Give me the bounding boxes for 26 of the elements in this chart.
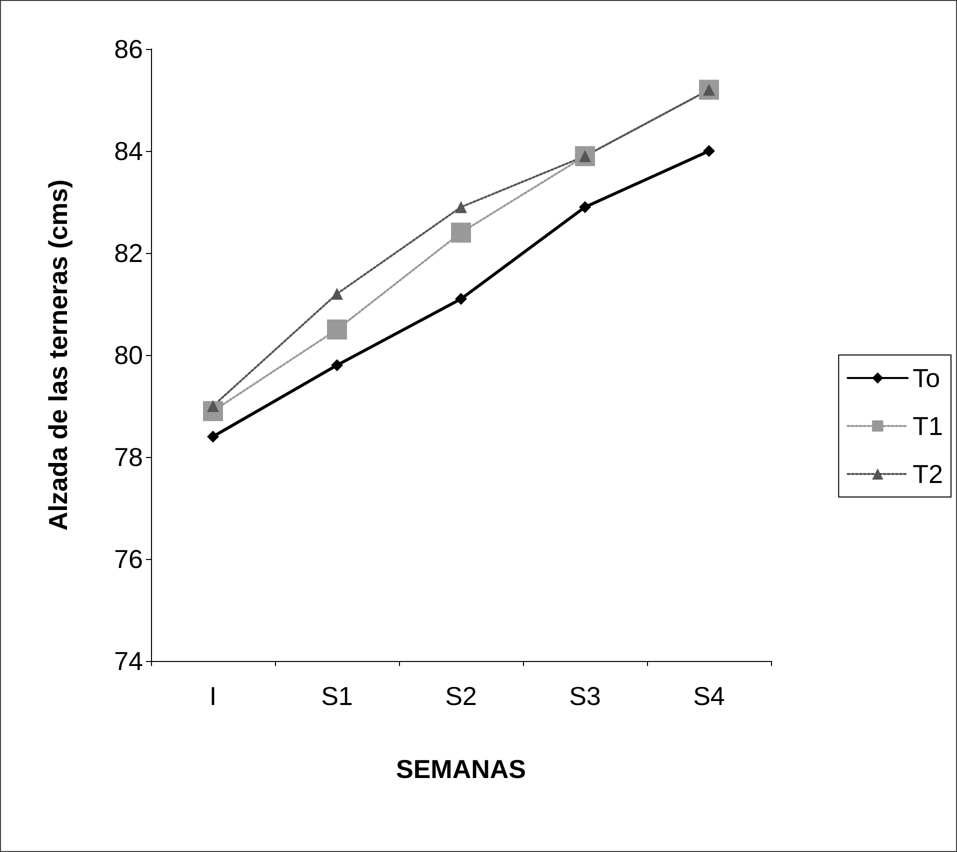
y-tick-label: 80 (114, 340, 143, 370)
point (331, 359, 343, 372)
point (331, 288, 343, 300)
legend-label: To (912, 363, 940, 393)
point (455, 201, 467, 214)
legend-label: T1 (912, 411, 943, 441)
x-tick-label: S4 (693, 681, 725, 711)
y-tick-label: 74 (114, 646, 143, 676)
point (455, 292, 467, 305)
x-axis-title: SEMANAS (396, 754, 526, 784)
point (579, 201, 591, 214)
point (207, 430, 219, 443)
point (327, 320, 347, 340)
x-tick-label: S3 (569, 681, 601, 711)
point (451, 222, 471, 243)
y-tick-label: 84 (114, 136, 143, 166)
x-tick-label: S1 (321, 681, 353, 711)
y-tick-label: 86 (114, 34, 143, 64)
y-tick-label: 76 (114, 544, 143, 574)
legend-label: T2 (912, 459, 943, 489)
y-tick-label: 82 (114, 238, 143, 268)
x-tick-label: I (209, 681, 217, 711)
point (703, 145, 715, 157)
y-axis-title: Alzada de las terneras (cms) (43, 179, 73, 531)
x-tick-label: S2 (445, 681, 477, 711)
y-tick-label: 78 (114, 442, 143, 472)
